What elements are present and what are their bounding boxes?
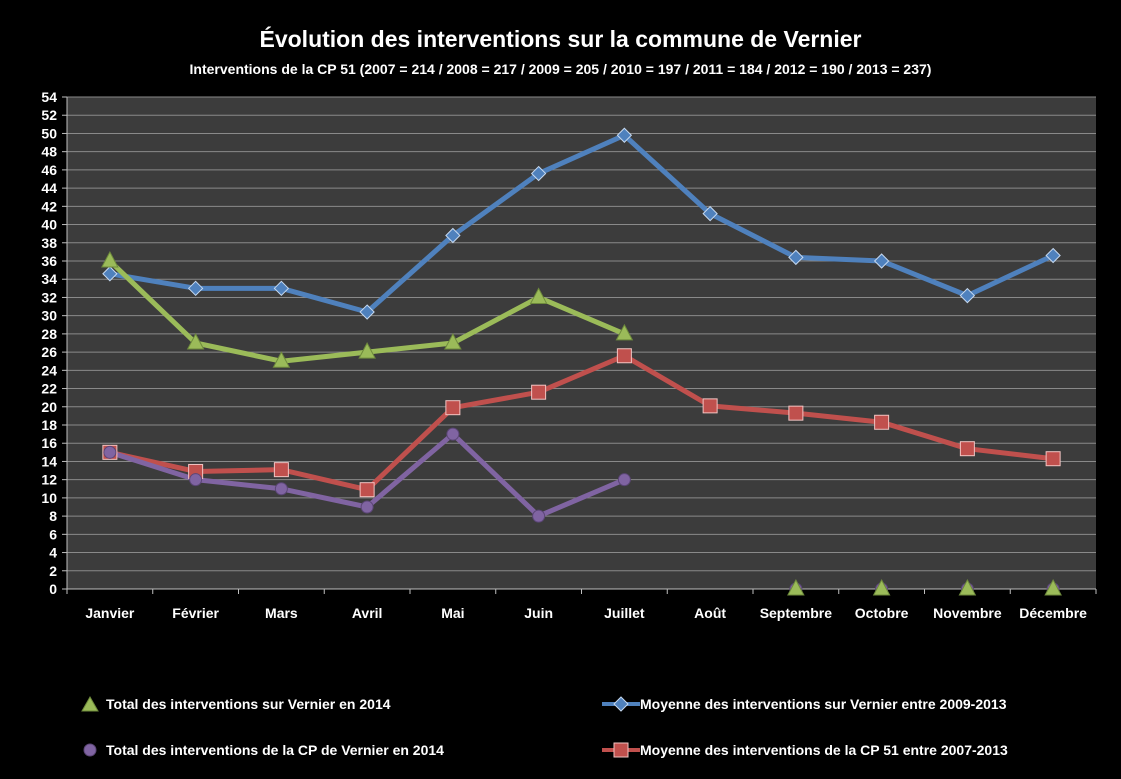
data-point-square [788,405,804,421]
plot-area [67,97,1096,589]
y-tick-label: 48 [41,144,57,160]
data-point-triangle [787,578,805,596]
data-point-triangle [101,250,119,268]
y-tick-label: 44 [41,180,57,196]
y-tick-label: 10 [41,490,57,506]
data-point-square [1045,451,1061,467]
data-point-square [874,414,890,430]
data-point-diamond [359,304,375,320]
data-point-diamond [788,249,804,266]
legend-square-marker-icon [602,742,640,758]
data-point-square [959,441,975,457]
data-point-diamond [273,280,290,297]
chart-subtitle: Interventions de la CP 51 (2007 = 214 / … [189,61,932,77]
chart-title: Évolution des interventions sur la commu… [259,26,862,52]
y-tick-label: 6 [49,526,57,542]
y-tick-label: 18 [41,417,57,433]
x-tick-label: Janvier [85,605,135,621]
data-point-circle [189,473,203,487]
data-point-triangle [615,323,634,341]
legend-label: Total des interventions de la CP de Vern… [106,742,444,758]
data-point-square [616,348,632,364]
data-point-triangle [444,332,462,350]
legend-item-cp-vernier-2014: Total des interventions de la CP de Vern… [78,740,444,760]
data-point-circle [274,482,288,496]
data-point-triangle [272,351,291,368]
y-tick-label: 38 [41,235,57,251]
x-tick-label: Juillet [604,605,645,621]
data-point-diamond [102,266,118,282]
series-line [107,353,1056,493]
data-point-square [445,400,461,416]
y-tick-label: 42 [41,198,57,214]
y-tick-label: 28 [41,326,57,342]
data-point-triangle [358,342,376,359]
data-point-square [273,462,289,478]
data-point-diamond [187,280,204,297]
data-point-diamond [873,253,890,269]
data-point-circle [446,427,460,441]
x-tick-label: Octobre [855,605,909,621]
y-tick-label: 36 [41,253,57,269]
y-tick-label: 8 [49,508,57,524]
data-point-square [702,398,718,414]
x-tick-label: Mai [441,605,464,621]
legend-circle-marker-icon [83,743,97,757]
y-tick-label: 24 [41,362,57,378]
x-tick-label: Septembre [760,605,833,621]
data-point-triangle [1044,578,1062,596]
x-tick-label: Juin [524,605,553,621]
y-tick-label: 40 [41,217,57,233]
legend-diamond-marker-icon [602,696,640,712]
y-tick-label: 26 [41,344,57,360]
y-tick-label: 4 [49,545,57,561]
data-point-diamond [1045,247,1061,264]
data-point-circle [617,473,631,487]
legend-label: Total des interventions sur Vernier en 2… [106,696,391,712]
y-tick-label: 32 [41,289,57,305]
data-point-circle [103,445,117,459]
y-tick-label: 22 [41,381,57,397]
x-tick-label: Août [694,605,726,621]
y-tick-label: 14 [41,453,57,469]
data-point-circle [360,500,374,514]
data-point-diamond [616,127,633,143]
data-point-triangle [529,287,548,304]
x-tick-label: Novembre [933,605,1002,621]
data-point-square [359,482,375,498]
x-tick-label: Février [172,605,219,621]
series-line [107,132,1056,315]
data-point-diamond [959,287,976,304]
data-point-triangle [872,578,891,596]
y-tick-label: 34 [41,271,57,287]
y-tick-label: 16 [41,435,57,451]
data-point-triangle [958,578,977,596]
legend-item-vernier-2014: Total des interventions sur Vernier en 2… [78,694,391,714]
x-tick-label: Mars [265,605,298,621]
y-tick-label: 0 [49,581,57,597]
y-tick-label: 20 [41,399,57,415]
y-tick-label: 12 [41,472,57,488]
legend-label: Moyenne des interventions de la CP 51 en… [640,742,1008,758]
x-tick-label: Avril [352,605,383,621]
y-tick-label: 30 [41,308,57,324]
x-tick-label: Décembre [1019,605,1087,621]
data-point-circle [532,509,546,523]
legend-label: Moyenne des interventions sur Vernier en… [640,696,1007,712]
y-tick-label: 54 [41,89,57,105]
y-tick-label: 46 [41,162,57,178]
data-point-diamond [445,227,461,244]
legend-item-moyenne-vernier: Moyenne des interventions sur Vernier en… [602,694,1007,714]
legend-triangle-marker-icon [81,695,99,712]
y-tick-label: 2 [49,563,57,579]
y-tick-label: 50 [41,125,57,141]
data-point-square [531,384,547,400]
data-point-diamond [702,205,718,222]
y-tick-label: 52 [41,107,57,123]
data-point-triangle [186,332,205,350]
data-point-diamond [530,165,547,182]
legend-item-moyenne-cp51: Moyenne des interventions de la CP 51 en… [602,740,1008,760]
